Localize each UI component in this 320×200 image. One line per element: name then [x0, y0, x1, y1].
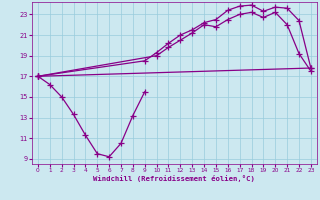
X-axis label: Windchill (Refroidissement éolien,°C): Windchill (Refroidissement éolien,°C) — [93, 175, 255, 182]
